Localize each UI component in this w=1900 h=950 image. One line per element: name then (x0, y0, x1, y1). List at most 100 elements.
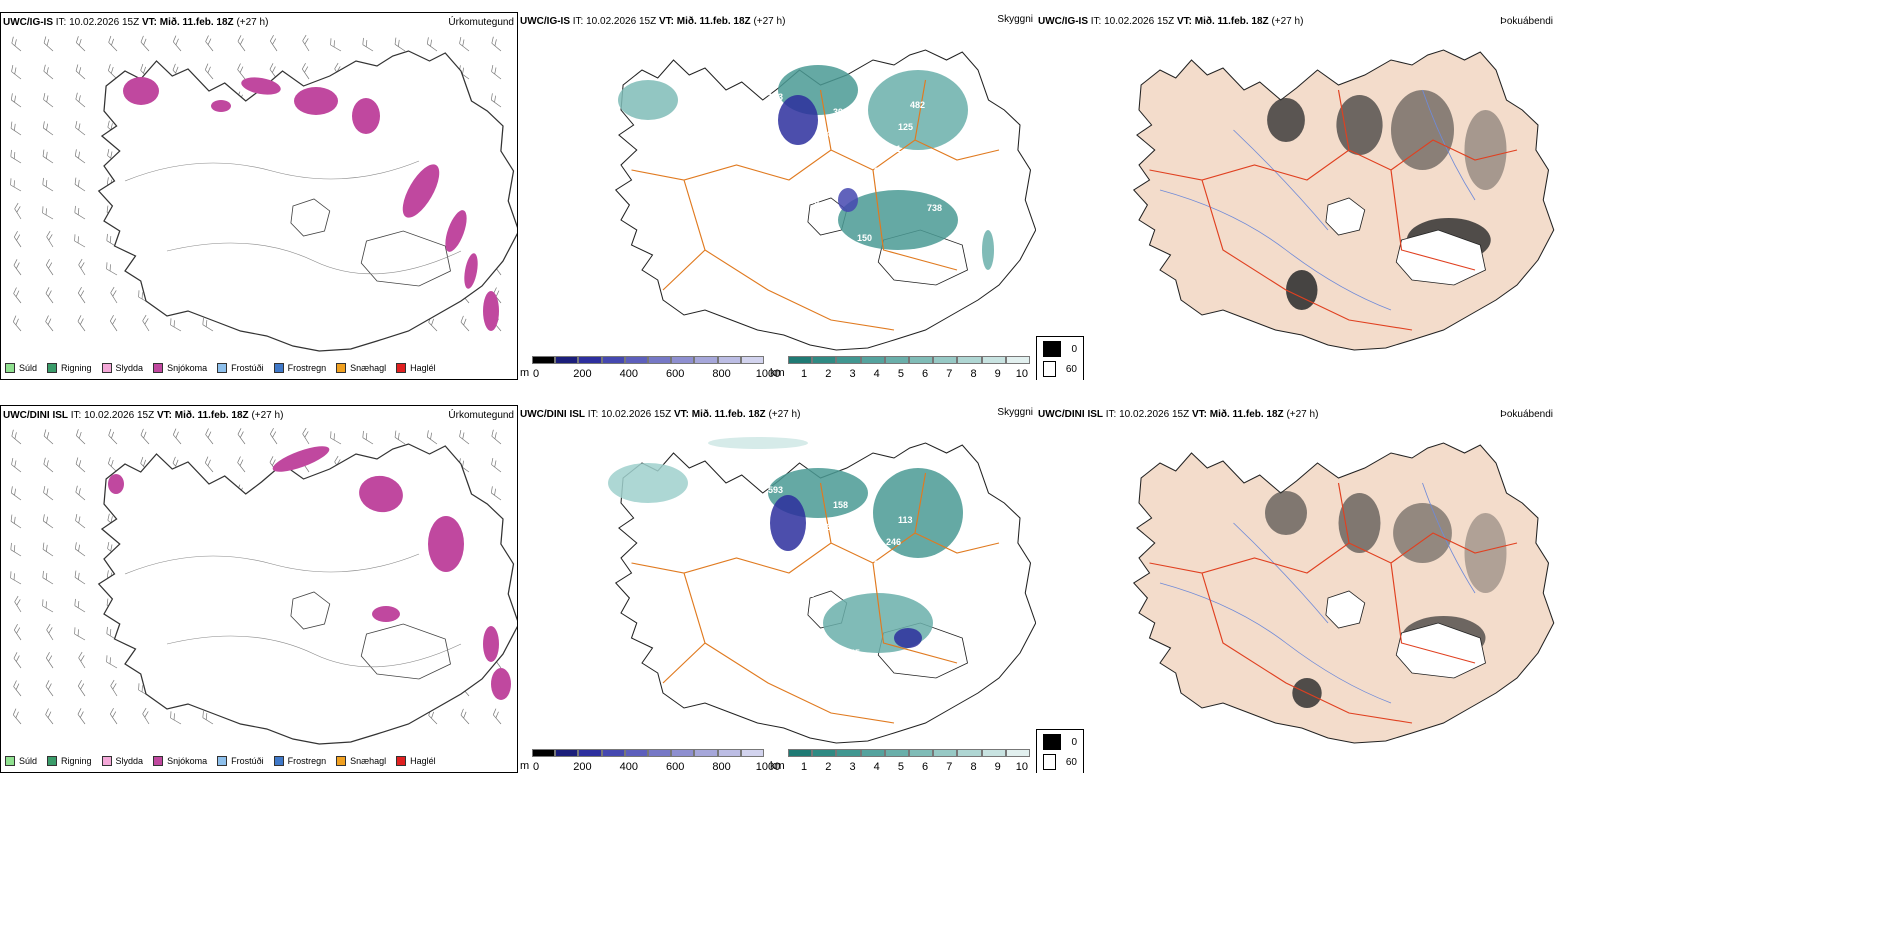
wind-barb (45, 259, 54, 276)
ceiling-colorbar: m 0 200 400 600 800 1000 (520, 356, 780, 380)
snow-area (108, 474, 124, 494)
wind-barb (74, 205, 86, 220)
cloud-base-label: 808 (874, 166, 889, 176)
panel-title: Þokuábendi (1500, 16, 1553, 27)
colorbar-segment (812, 356, 837, 364)
colorbar-segment (601, 749, 625, 757)
visibility-panel-2: UWC/DINI ISL IT: 10.02.2026 15Z VT: Mið.… (518, 405, 1036, 773)
legend-swatch (101, 363, 112, 373)
legend-label: Haglél (410, 363, 436, 373)
colorbar-segment (532, 749, 556, 757)
fog-area (1265, 491, 1307, 535)
colorbar-unit: m (520, 367, 530, 379)
wind-barb (491, 457, 502, 473)
vt-prefix: VT: (1176, 16, 1192, 27)
lead-time: (+27 h) (251, 410, 284, 421)
colorbar-tick: 1000 (755, 368, 781, 380)
visibility-colorbar: km 1 2 3 4 5 6 7 8 9 10 (770, 749, 1036, 773)
wind-barb (330, 38, 342, 52)
fog-legend-label: 0 (1071, 343, 1077, 355)
colorbar-tick: 7 (946, 761, 953, 773)
wind-barb (204, 456, 214, 473)
fog-area (1464, 513, 1507, 593)
colorbar-tick: 800 (712, 368, 731, 380)
colorbar-tick: 6 (922, 761, 929, 773)
colorbar-segment (648, 356, 672, 364)
wind-barb (202, 317, 214, 332)
vt-prefix: VT: (658, 16, 674, 27)
wind-barb (172, 428, 182, 445)
legend-item: Frostúði (217, 363, 264, 373)
colorbar-segment (860, 356, 885, 364)
colorbar-segment (812, 749, 837, 757)
vt-prefix: VT: (156, 410, 172, 421)
wind-barb (10, 542, 22, 557)
vt-prefix: VT: (673, 409, 689, 420)
colorbar-segment (671, 356, 695, 364)
legend-item: Rigning (47, 756, 92, 766)
snow-area (294, 87, 338, 115)
cloud-base-label: 30 (780, 633, 790, 643)
snow-area (211, 100, 231, 112)
wind-barb (42, 599, 54, 613)
colorbar-segment (740, 749, 764, 757)
fog-legend-swatch (1043, 341, 1062, 357)
wind-barb (108, 428, 118, 445)
legend-item: Súld (5, 363, 37, 373)
snow-area (352, 98, 380, 134)
wind-barb (42, 177, 54, 192)
panel-header: UWC/DINI ISL IT: 10.02.2026 15Z VT: Mið.… (3, 410, 283, 421)
colorbar-segment (981, 749, 1006, 757)
colorbar-segment (1005, 749, 1030, 757)
legend-item: Haglél (396, 363, 436, 373)
road-network (631, 472, 1000, 724)
cloud-base-label: 231 (951, 159, 966, 169)
legend-label: Súld (19, 756, 38, 766)
vt-prefix: VT: (1191, 409, 1207, 420)
snow-area (372, 606, 400, 622)
legend-label: Rigning (61, 756, 92, 766)
wind-barb (237, 63, 246, 80)
colorbar-tick: 400 (619, 368, 638, 380)
colorbar-tick: 3 (849, 761, 856, 773)
wind-barb (237, 35, 246, 52)
wind-barb (11, 64, 22, 80)
wind-barb (492, 708, 502, 725)
colorbar-tick: 7 (946, 368, 953, 380)
wind-barb (237, 428, 246, 445)
legend-swatch (273, 363, 284, 373)
colorbar-tick: 5 (897, 368, 904, 380)
cloud-base-label: 350 (874, 559, 889, 569)
fog-legend-label: 0 (1071, 736, 1077, 748)
fog-area (1464, 110, 1507, 190)
wind-barb (12, 708, 22, 725)
wind-barb (75, 457, 86, 473)
wind-barb (108, 457, 118, 473)
legend-swatch (396, 756, 407, 766)
wind-barb (74, 570, 86, 585)
cloud-base-label: 317 (780, 240, 795, 250)
colorbar-segment (957, 356, 982, 364)
wind-barb (43, 36, 54, 52)
legend-label: Frostregn (287, 363, 327, 373)
valid-time: Mið. 11.feb. 18Z (691, 409, 766, 420)
colorbar-segment (933, 356, 958, 364)
visibility-area (838, 190, 958, 250)
colorbar-segment (648, 749, 672, 757)
colorbar-segment (694, 749, 718, 757)
wind-barb (42, 570, 54, 585)
legend-item: Frostregn (273, 756, 326, 766)
legend-swatch (5, 363, 15, 373)
lead-time: (+27 h) (768, 409, 801, 420)
fog-legend-label: 60 (1065, 363, 1077, 375)
wind-barb (491, 64, 502, 80)
lead-time: (+27 h) (753, 16, 786, 27)
legend-item: Haglél (396, 756, 436, 766)
panel-header: UWC/IG-IS IT: 10.02.2026 15Z VT: Mið. 11… (1038, 16, 1303, 27)
wind-barb (75, 92, 86, 108)
wind-barb (46, 230, 54, 248)
legend-label: Snjókoma (167, 363, 208, 373)
colorbar-unit: m (520, 760, 530, 772)
cloud-base-label: 289 (939, 181, 954, 191)
wind-barb (140, 35, 150, 52)
